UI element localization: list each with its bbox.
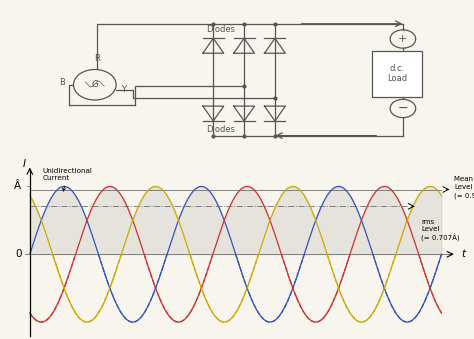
Text: 0: 0 (16, 249, 22, 259)
Text: G: G (91, 80, 98, 89)
Text: Diodes: Diodes (206, 25, 235, 34)
Text: rms
Level
(= 0.707Â): rms Level (= 0.707Â) (421, 219, 459, 242)
Text: Diodes: Diodes (206, 125, 235, 134)
Text: Y: Y (121, 85, 126, 94)
Text: I: I (23, 159, 26, 169)
Text: Unidirectional
Current: Unidirectional Current (43, 168, 93, 191)
Text: +: + (398, 34, 408, 44)
Text: R: R (94, 54, 100, 63)
Text: d.c.
Load: d.c. Load (387, 64, 407, 83)
Text: B: B (59, 78, 65, 86)
Text: Mean d.c.
Level
(= 0.955Â): Mean d.c. Level (= 0.955Â) (455, 176, 474, 200)
Text: −: − (398, 102, 408, 115)
Text: t: t (461, 249, 465, 259)
Bar (372, 51, 422, 97)
Text: Â: Â (14, 181, 21, 192)
